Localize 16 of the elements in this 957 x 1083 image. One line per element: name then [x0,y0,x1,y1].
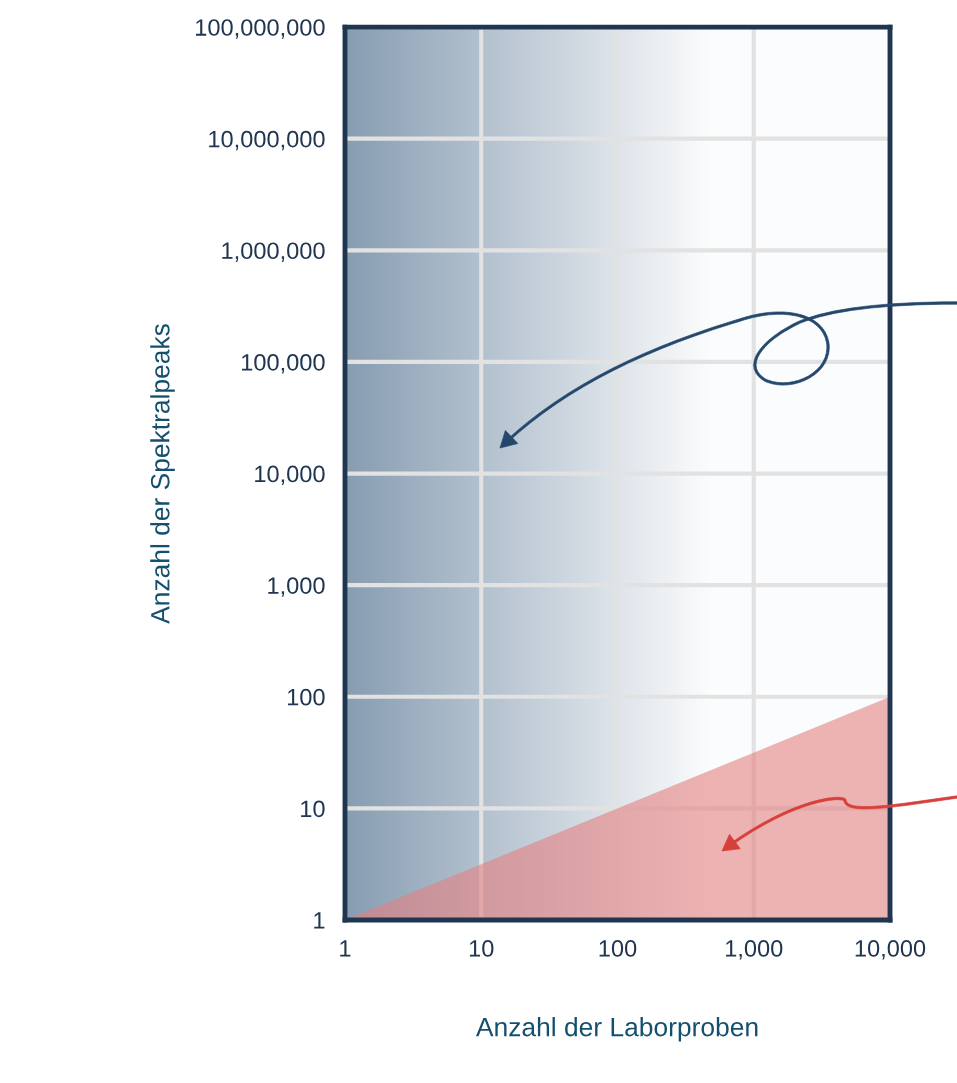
y-tick-label: 10 [301,800,325,818]
x-axis-title: Anzahl der Laborproben [475,1017,758,1042]
y-axis-title: Anzahl der Spektralpeaks [150,324,175,624]
y-tick-label: 10,000,000 [209,130,325,151]
y-tick-label: 100 [287,688,325,706]
y-tick-label: 100,000 [242,353,325,374]
x-tick-label: 1 [340,940,351,957]
y-tick-label: 1 [314,912,325,929]
y-tick-label: 10,000 [255,465,325,486]
y-tick-label: 1,000 [268,577,325,597]
x-tick-label: 10,000 [855,940,926,960]
x-tick-label: 1,000 [726,940,783,960]
y-tick-label: 100,000,000 [196,19,325,39]
x-tick-label: 10 [469,940,494,957]
y-tick-label: 1,000,000 [222,242,325,262]
x-tick-label: 100 [599,940,637,957]
